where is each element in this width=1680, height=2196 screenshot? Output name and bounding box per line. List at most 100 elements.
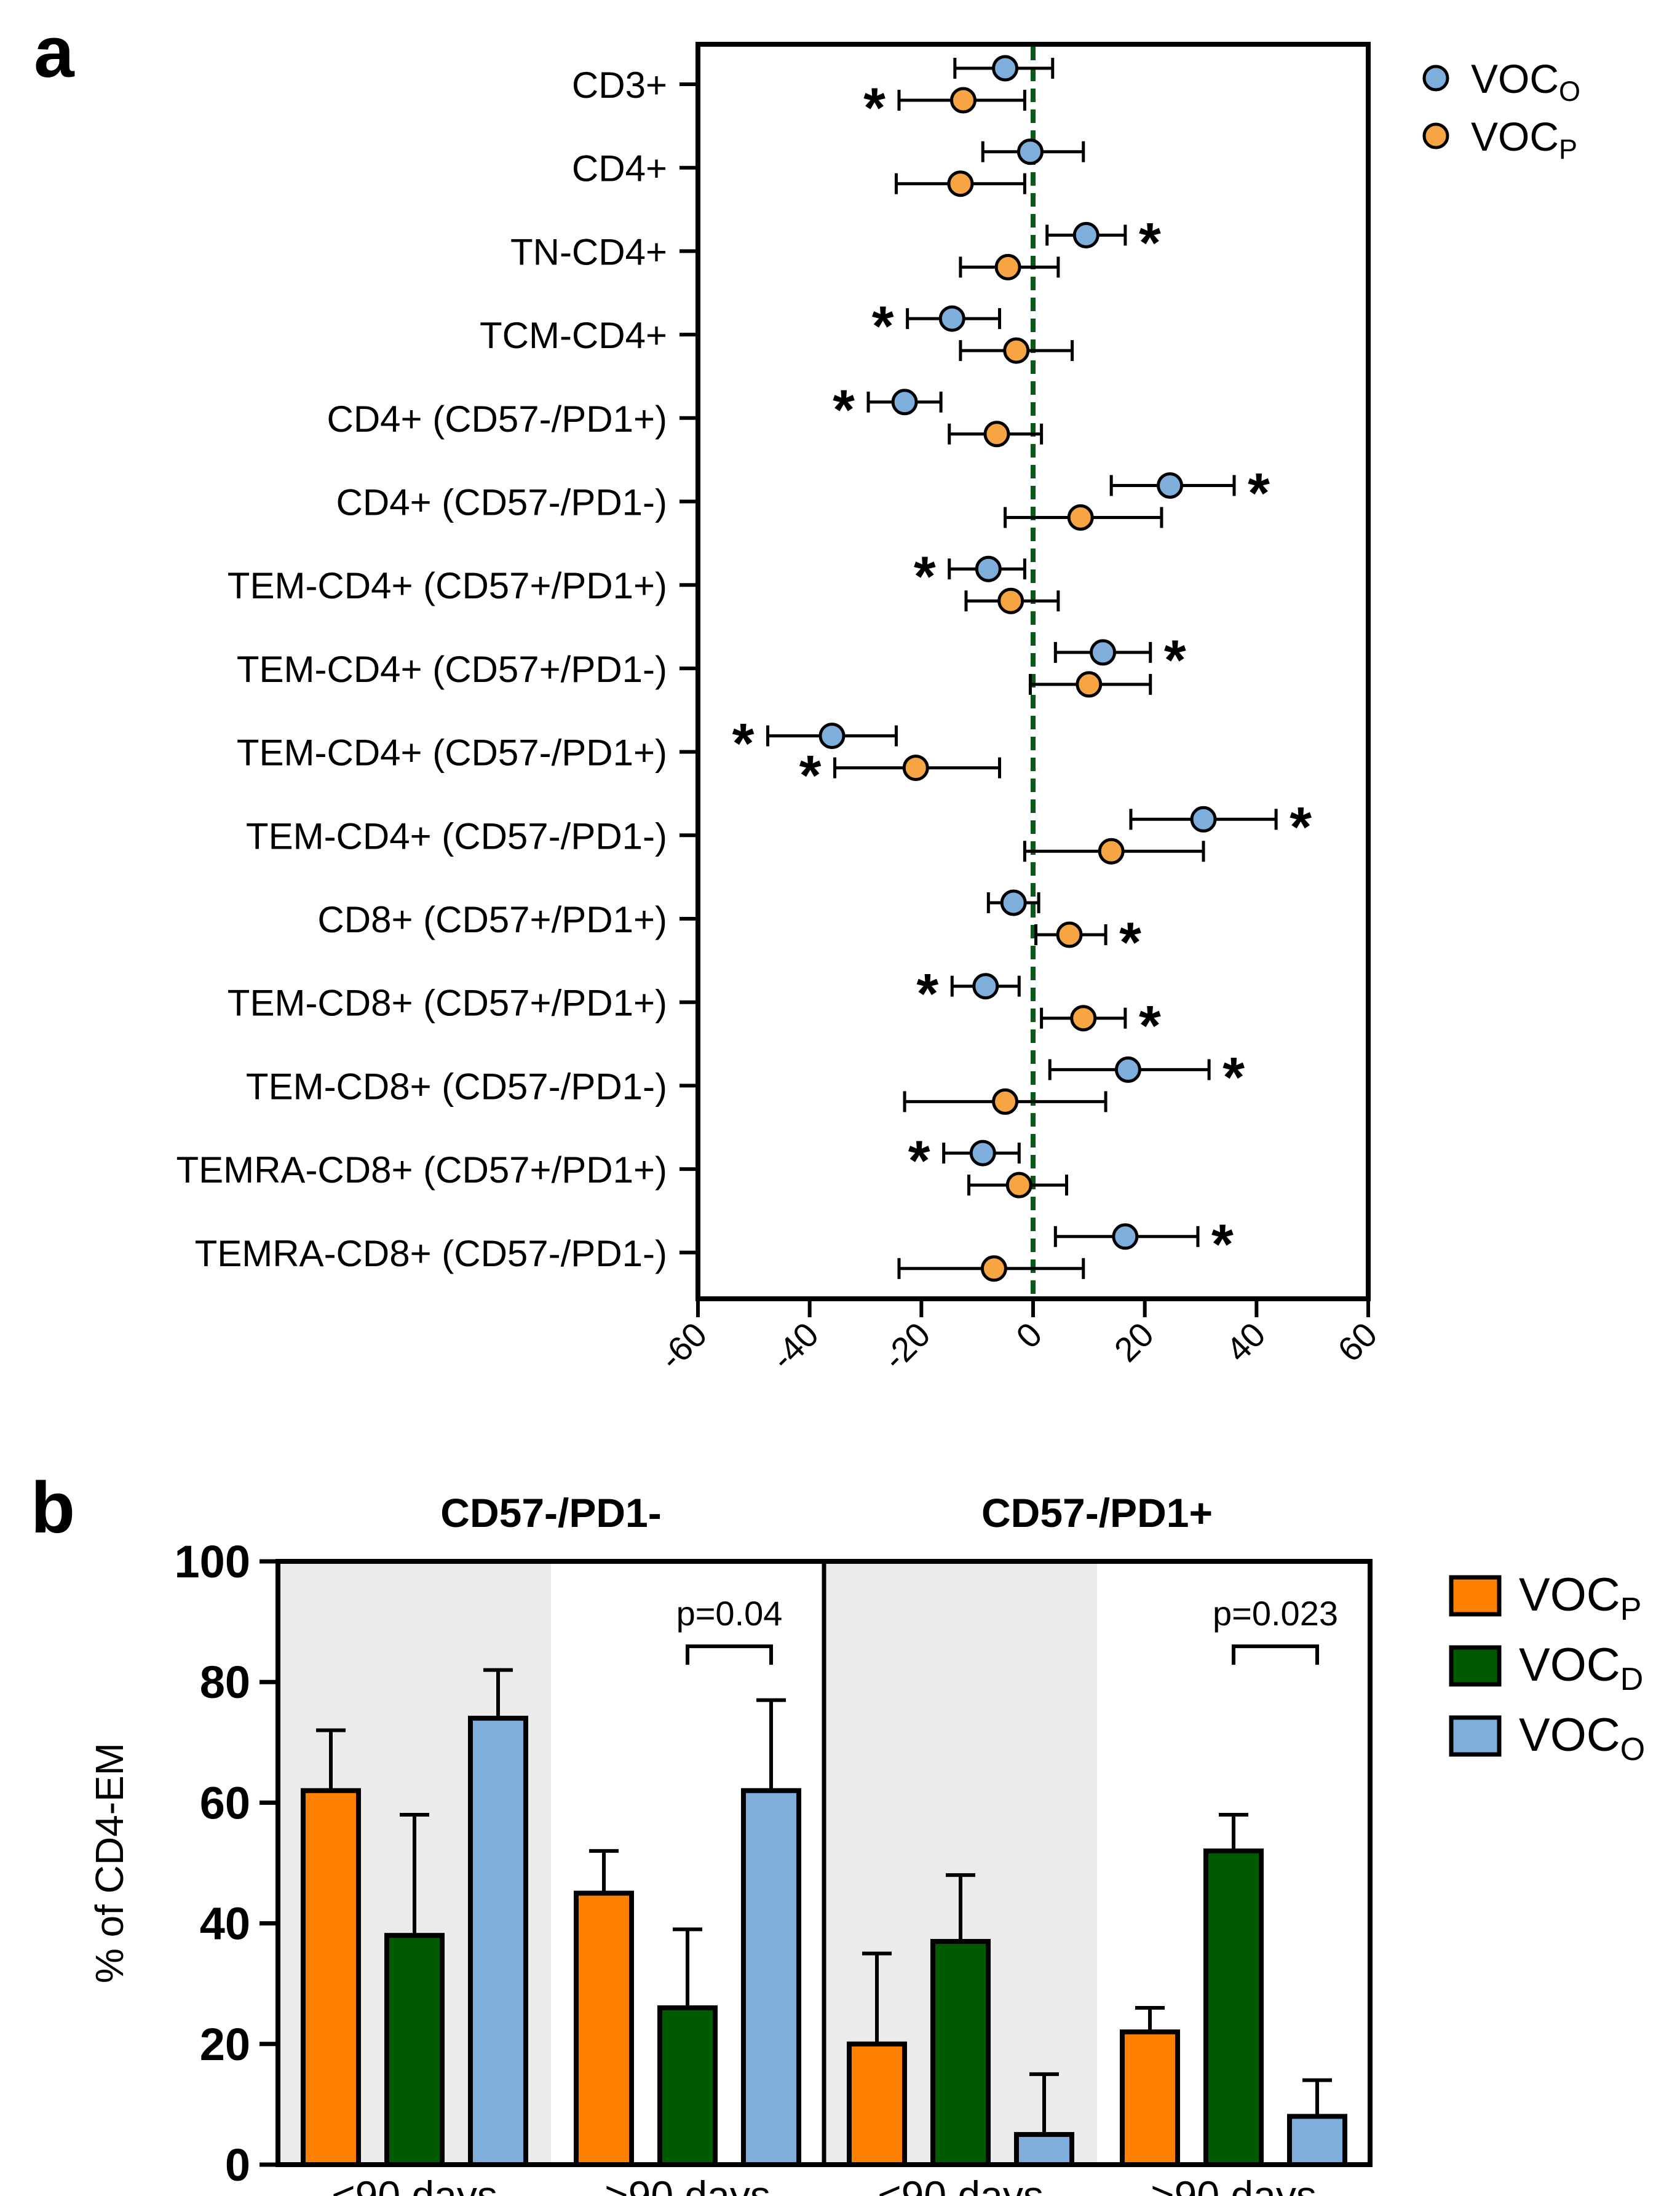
data-point xyxy=(994,253,1021,280)
data-point xyxy=(1072,221,1100,248)
category-label: TCM-CD4+ xyxy=(480,315,667,356)
data-point xyxy=(1098,838,1125,865)
category-label: TEM-CD8+ (CD57-/PD1-) xyxy=(246,1066,667,1107)
category-label: CD8+ (CD57+/PD1+) xyxy=(317,899,667,940)
data-point xyxy=(1114,1056,1141,1083)
data-point xyxy=(972,973,999,1000)
data-point xyxy=(1003,337,1030,364)
y-tick-label: 20 xyxy=(200,2019,250,2070)
y-tick-label: 80 xyxy=(200,1657,250,1708)
data-point xyxy=(1190,806,1217,833)
data-point xyxy=(997,587,1024,614)
data-point xyxy=(891,389,918,416)
x-category-label: <90 days xyxy=(878,2173,1044,2196)
significance-star: * xyxy=(1248,462,1270,525)
y-tick-label: 40 xyxy=(200,1898,250,1949)
significance-star: * xyxy=(1139,995,1161,1058)
forest-plot-legend: VOCO VOCP xyxy=(1422,56,1580,165)
data-point xyxy=(1016,138,1044,165)
category-label: CD3+ xyxy=(572,65,667,106)
data-point xyxy=(992,1088,1019,1115)
data-point xyxy=(818,723,846,750)
significance-star: * xyxy=(1164,629,1186,692)
bar-chart-marks: 0 20 40 60 80 100 % of CD4-EM CD57-/PD1- <90 day… xyxy=(87,1490,1373,2196)
significance-star: * xyxy=(833,379,855,442)
panel-label-b: b xyxy=(31,1467,75,1548)
y-axis-label: % of CD4-EM xyxy=(87,1743,132,1983)
category-label: TEMRA-CD8+ (CD57+/PD1+) xyxy=(176,1149,667,1191)
significance-star: * xyxy=(914,545,936,608)
significance-bracket xyxy=(1232,1644,1319,1665)
bar xyxy=(1120,2029,1180,2167)
p-value-annotation: p=0.023 xyxy=(1213,1594,1338,1633)
data-point xyxy=(1067,504,1094,531)
data-point xyxy=(1076,671,1103,698)
legend-swatch xyxy=(1449,1715,1502,1757)
data-point xyxy=(1056,921,1083,948)
bar xyxy=(301,1788,361,2167)
data-point xyxy=(992,55,1019,82)
data-point xyxy=(980,1255,1007,1282)
category-label: CD4+ (CD57-/PD1-) xyxy=(336,482,667,523)
data-point xyxy=(1005,1171,1032,1199)
x-category-label: <90 days xyxy=(331,2173,497,2196)
data-point xyxy=(1157,472,1184,499)
panel-label-a: a xyxy=(34,12,75,93)
bar xyxy=(1203,1848,1264,2167)
forest-plot-marks: CD3+ CD4+ TN-CD4+ TCM-CD4+ CD4+ (CD57-/PD1+)… xyxy=(176,47,1384,1377)
x-category-label: >90 days xyxy=(1151,2173,1317,2196)
significance-star: * xyxy=(908,1130,930,1192)
data-point xyxy=(1070,1005,1097,1032)
significance-star: * xyxy=(1139,212,1161,274)
significance-star: * xyxy=(1119,911,1141,974)
category-label: TEM-CD4+ (CD57+/PD1-) xyxy=(237,649,667,690)
data-point xyxy=(949,87,977,114)
significance-star: * xyxy=(1211,1213,1234,1276)
data-point xyxy=(975,555,1002,582)
bar xyxy=(574,1890,634,2168)
data-point xyxy=(1090,639,1117,666)
category-label: TEM-CD4+ (CD57-/PD1-) xyxy=(246,815,667,857)
bar xyxy=(847,2041,907,2168)
data-point xyxy=(983,421,1010,448)
panel-a-forest-plot: a CD3+ CD4+ TN-CD4+ TCM-CD4+ CD4+ (CD57-/PD1… xyxy=(34,12,1580,1377)
category-label: TEM-CD4+ (CD57+/PD1+) xyxy=(228,565,667,606)
category-label: TEM-CD8+ (CD57+/PD1+) xyxy=(228,983,667,1024)
y-tick-label: 0 xyxy=(225,2139,250,2190)
forest-plot-frame xyxy=(695,42,1371,1301)
legend-label: VOCO xyxy=(1471,56,1580,107)
x-category-label: >90 days xyxy=(604,2173,771,2196)
y-tick-label: 100 xyxy=(175,1536,250,1587)
significance-star: * xyxy=(732,713,755,775)
y-tick-label: 60 xyxy=(200,1777,250,1828)
data-point xyxy=(902,755,929,782)
legend-label: VOCP xyxy=(1519,1569,1641,1627)
significance-bracket xyxy=(686,1644,773,1665)
significance-star: * xyxy=(863,77,886,140)
legend-label: VOCO xyxy=(1519,1709,1645,1767)
legend-marker xyxy=(1422,122,1449,149)
significance-star: * xyxy=(872,295,894,358)
group-title: CD57-/PD1- xyxy=(440,1490,661,1536)
bar xyxy=(468,1716,528,2168)
category-label: CD4+ xyxy=(572,148,667,189)
category-label: TEM-CD4+ (CD57-/PD1+) xyxy=(237,732,667,774)
p-value-annotation: p=0.04 xyxy=(676,1594,783,1633)
bar xyxy=(1014,2131,1074,2167)
data-point xyxy=(1000,889,1027,916)
legend-swatch xyxy=(1449,1575,1502,1617)
data-point xyxy=(947,170,974,197)
significance-star: * xyxy=(1222,1046,1245,1109)
significance-star: * xyxy=(799,745,822,807)
category-label: TEMRA-CD8+ (CD57-/PD1-) xyxy=(195,1233,667,1274)
legend-swatch xyxy=(1449,1645,1502,1687)
data-point xyxy=(1112,1223,1139,1250)
data-point xyxy=(938,305,965,332)
data-point xyxy=(969,1140,996,1167)
panel-b-bar-chart: b 0 20 40 60 80 100 % of CD4-EM CD57-/PD1- <90 d… xyxy=(31,1467,1645,2196)
significance-star: * xyxy=(916,963,938,1026)
significance-star: * xyxy=(1290,796,1312,858)
legend-label: VOCP xyxy=(1471,114,1577,165)
legend-label: VOCD xyxy=(1519,1639,1643,1697)
